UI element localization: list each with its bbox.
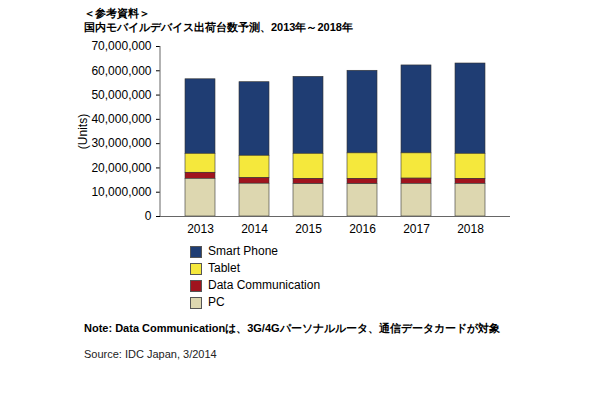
svg-text:50,000,000: 50,000,000 — [91, 88, 151, 102]
html-text:Tablet: Tablet — [208, 261, 240, 275]
html-text:Data Communication: Data Communication — [208, 278, 321, 292]
svg-text:2014: 2014 — [241, 222, 268, 236]
svg-text:2017: 2017 — [403, 222, 430, 236]
svg-text:2013: 2013 — [187, 222, 214, 236]
svg-text:70,000,000: 70,000,000 — [91, 39, 151, 53]
svg-text:0: 0 — [145, 209, 152, 223]
svg-text:30,000,000: 30,000,000 — [91, 136, 151, 150]
svg-text:2016: 2016 — [349, 222, 376, 236]
svg-text:40,000,000: 40,000,000 — [91, 112, 151, 126]
svg-text:60,000,000: 60,000,000 — [91, 64, 151, 78]
html-text:Source: IDC Japan, 3/2014: Source: IDC Japan, 3/2014 — [84, 348, 217, 360]
html-text:国内モバイルデバイス出荷台数予測、2013年～2018年: 国内モバイルデバイス出荷台数予測、2013年～2018年 — [84, 21, 353, 33]
html-text:＜参考資料＞: ＜参考資料＞ — [84, 7, 150, 19]
svg-text:(Units): (Units) — [76, 114, 90, 149]
svg-text:2015: 2015 — [295, 222, 322, 236]
html-text:Smart Phone: Smart Phone — [208, 244, 278, 258]
svg-text:10,000,000: 10,000,000 — [91, 185, 151, 199]
html-text:PC: PC — [208, 295, 225, 309]
svg-text:2018: 2018 — [457, 222, 484, 236]
svg-text:20,000,000: 20,000,000 — [91, 161, 151, 175]
html-text:Note: Data Communicationは、3G/4: Note: Data Communicationは、3G/4Gパーソナルルータ、… — [84, 322, 500, 334]
